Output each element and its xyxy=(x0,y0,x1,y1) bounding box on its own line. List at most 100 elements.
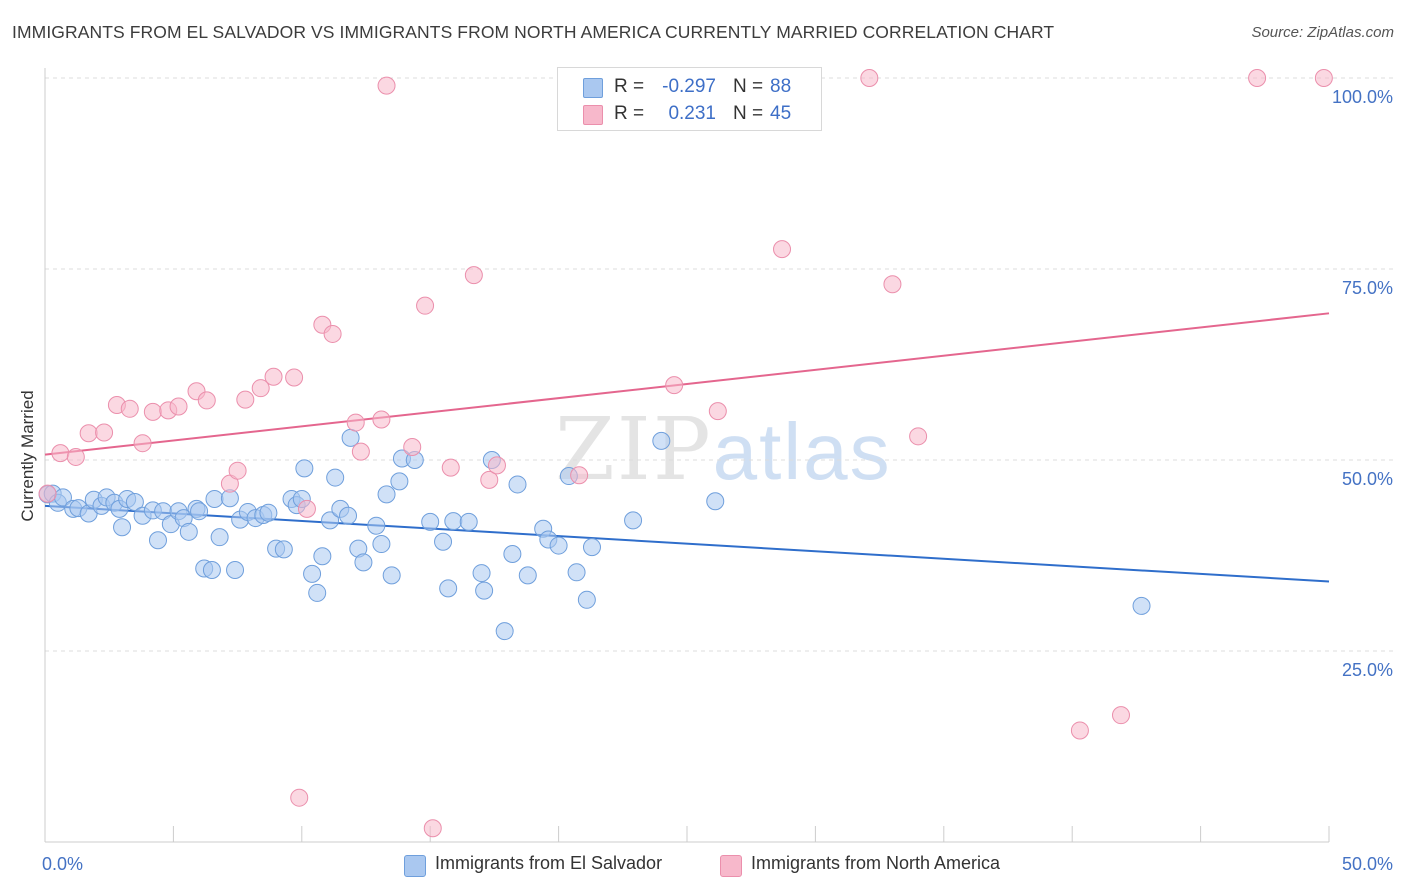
r-value: 0.231 xyxy=(668,103,716,124)
north-america-point xyxy=(38,484,57,503)
north-america-trend-line xyxy=(44,312,1330,456)
el-salvador-point xyxy=(421,512,440,531)
el-salvador-point xyxy=(113,518,132,537)
north-america-point xyxy=(133,434,152,453)
el-salvador-point xyxy=(321,511,340,530)
north-america-point xyxy=(487,456,506,475)
el-salvador-point xyxy=(567,563,586,582)
el-salvador-point xyxy=(503,544,522,563)
el-salvador-point xyxy=(326,468,345,487)
north-america-point xyxy=(285,368,304,387)
el-salvador-point xyxy=(577,590,596,609)
north-america-point xyxy=(95,423,114,442)
el-salvador-point xyxy=(372,535,391,554)
north-america-point xyxy=(1111,706,1130,725)
north-america-point xyxy=(708,402,727,421)
el-salvador-point xyxy=(179,522,198,541)
el-salvador-point xyxy=(508,475,527,494)
north-america-point xyxy=(883,275,902,294)
north-america-point xyxy=(66,447,85,466)
el-salvador-point xyxy=(303,564,322,583)
north-america-point xyxy=(197,391,216,410)
el-salvador-point xyxy=(308,583,327,602)
legend-swatch-blue xyxy=(583,78,603,98)
legend-swatch-blue xyxy=(404,855,426,877)
north-america-point xyxy=(377,76,396,95)
north-america-point xyxy=(1248,69,1267,87)
north-america-point xyxy=(665,376,684,395)
north-america-point xyxy=(351,442,370,461)
y-tick-label: 25.0% xyxy=(1342,660,1393,680)
el-salvador-point xyxy=(210,528,229,547)
el-salvador-point xyxy=(582,538,601,557)
north-america-point xyxy=(143,402,162,421)
grid-lines xyxy=(45,77,1395,652)
n-label: N = xyxy=(733,103,764,124)
north-america-point xyxy=(290,788,309,807)
el-salvador-point xyxy=(377,485,396,504)
north-america-point xyxy=(323,324,342,343)
el-salvador-point xyxy=(495,622,514,641)
north-america-point xyxy=(264,367,283,386)
el-salvador-point xyxy=(205,489,224,508)
n-value: 88 xyxy=(770,76,792,97)
el-salvador-point xyxy=(444,512,463,531)
north-america-point xyxy=(228,461,247,480)
north-america-point xyxy=(464,266,483,285)
data-points xyxy=(38,69,1333,838)
chart-title: IMMIGRANTS FROM EL SALVADOR VS IMMIGRANT… xyxy=(12,22,1055,42)
trend-lines xyxy=(44,312,1330,583)
north-america-point xyxy=(423,819,442,838)
el-salvador-point xyxy=(706,492,725,511)
r-value: -0.297 xyxy=(662,76,716,97)
north-america-point xyxy=(773,240,792,259)
el-salvador-point xyxy=(1132,596,1151,615)
north-america-point xyxy=(441,458,460,477)
axes xyxy=(44,68,1330,843)
el-salvador-point xyxy=(190,502,209,521)
el-salvador-point xyxy=(259,503,278,522)
correlation-legend: R = -0.297 N = 88 R = 0.231 N = 45 xyxy=(557,67,822,131)
north-america-point xyxy=(480,470,499,489)
north-america-point xyxy=(51,444,70,463)
el-salvador-point xyxy=(367,516,386,535)
north-america-point xyxy=(120,399,139,418)
el-salvador-point xyxy=(295,459,314,478)
y-tick-label: 100.0% xyxy=(1332,87,1393,107)
series-legend: Immigrants from El Salvador Immigrants f… xyxy=(0,852,1406,878)
el-salvador-point xyxy=(148,531,167,550)
north-america-point xyxy=(403,438,422,457)
legend-row-north-america: R = 0.231 N = 45 xyxy=(558,101,821,127)
legend-label: Immigrants from North America xyxy=(751,853,1001,873)
x-tick-label: 50.0% xyxy=(1342,854,1393,874)
north-america-point xyxy=(1070,721,1089,740)
x-tick-label: 0.0% xyxy=(42,854,83,874)
watermark-atlas: atlas xyxy=(712,407,892,496)
source-label: Source: ZipAtlas.com xyxy=(1251,24,1394,41)
n-label: N = xyxy=(733,76,764,97)
el-salvador-point xyxy=(652,431,671,450)
el-salvador-point xyxy=(382,566,401,585)
north-america-point xyxy=(1314,69,1333,87)
el-salvador-point xyxy=(624,511,643,530)
el-salvador-point xyxy=(434,532,453,551)
y-tick-label: 50.0% xyxy=(1342,469,1393,489)
r-label: R = xyxy=(614,76,645,97)
el-salvador-point xyxy=(472,564,491,583)
el-salvador-point xyxy=(125,493,144,512)
north-america-point xyxy=(297,499,316,518)
el-salvador-point xyxy=(439,579,458,598)
y-axis-title: Currently Married xyxy=(18,390,37,521)
el-salvador-point xyxy=(459,512,478,531)
el-salvador-point xyxy=(226,561,245,580)
el-salvador-point xyxy=(518,566,537,585)
el-salvador-point xyxy=(339,506,358,525)
north-america-point xyxy=(416,296,435,315)
y-tick-label: 75.0% xyxy=(1342,278,1393,298)
north-america-point xyxy=(372,410,391,429)
el-salvador-point xyxy=(475,581,494,600)
el-salvador-point xyxy=(354,553,373,572)
tick-labels: 25.0% 50.0% 75.0% 100.0% 0.0% 50.0% xyxy=(42,87,1393,874)
n-value: 45 xyxy=(770,103,792,124)
el-salvador-point xyxy=(313,547,332,566)
